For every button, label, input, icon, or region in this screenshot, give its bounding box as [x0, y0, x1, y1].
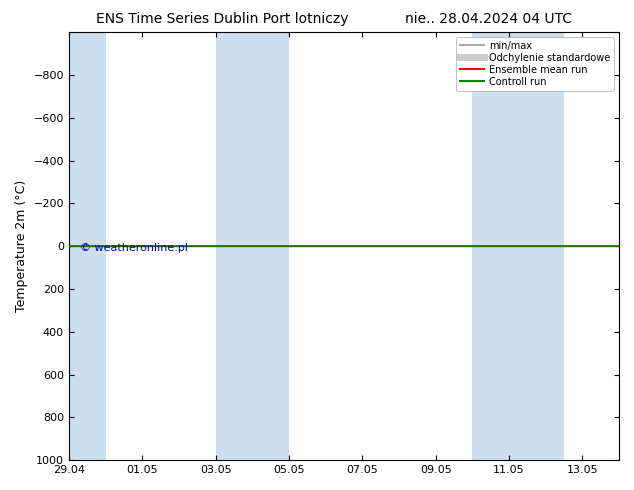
- Bar: [69, 32, 106, 460]
- Text: nie.. 28.04.2024 04 UTC: nie.. 28.04.2024 04 UTC: [404, 12, 572, 26]
- Text: © weatheronline.pl: © weatheronline.pl: [80, 243, 188, 253]
- Bar: [216, 32, 289, 460]
- Y-axis label: Temperature 2m (°C): Temperature 2m (°C): [15, 180, 28, 312]
- Text: ENS Time Series Dublin Port lotniczy: ENS Time Series Dublin Port lotniczy: [96, 12, 348, 26]
- Legend: min/max, Odchylenie standardowe, Ensemble mean run, Controll run: min/max, Odchylenie standardowe, Ensembl…: [456, 37, 614, 91]
- Bar: [472, 32, 564, 460]
